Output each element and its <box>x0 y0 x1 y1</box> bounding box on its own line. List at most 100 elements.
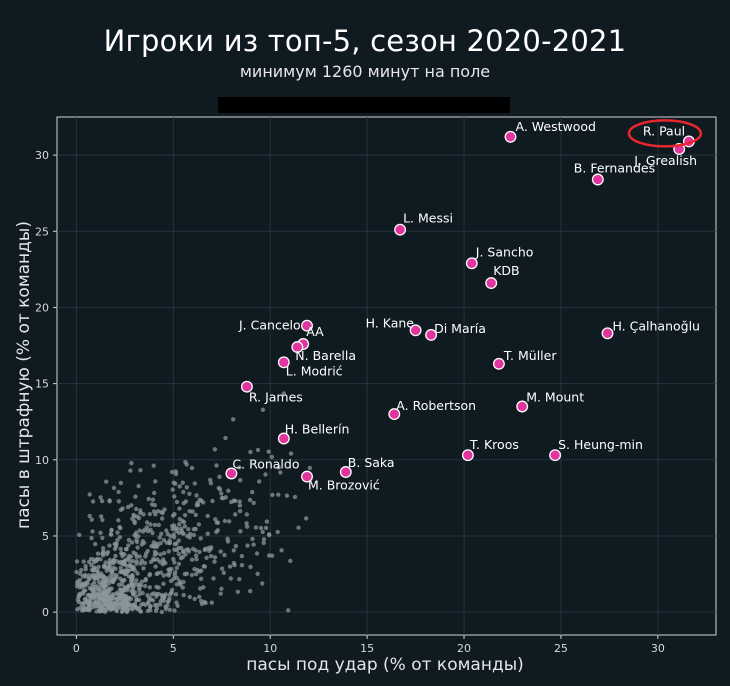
background-point <box>91 594 97 599</box>
background-point <box>248 564 253 570</box>
background-point <box>156 522 161 528</box>
background-point <box>266 553 272 558</box>
background-point <box>127 558 132 563</box>
background-point <box>173 469 178 474</box>
background-point <box>140 539 145 544</box>
background-point <box>165 572 170 577</box>
background-point <box>248 588 253 594</box>
y-tick-label: 25 <box>35 225 49 238</box>
background-point <box>123 585 129 591</box>
background-point <box>225 539 231 544</box>
background-point <box>158 552 163 557</box>
background-point <box>130 586 135 591</box>
background-point <box>124 546 129 552</box>
background-point <box>172 494 177 499</box>
background-point <box>269 454 274 460</box>
background-point <box>276 465 281 470</box>
highlight-circle <box>627 119 703 148</box>
background-point <box>129 503 134 508</box>
background-point <box>116 499 122 504</box>
background-point <box>74 559 80 564</box>
background-point <box>94 584 99 589</box>
background-point <box>153 564 158 569</box>
background-point <box>121 602 126 607</box>
background-point <box>208 553 214 559</box>
x-tick-label: 20 <box>457 642 471 655</box>
background-point <box>92 575 97 580</box>
background-point <box>114 596 120 601</box>
background-point <box>134 539 140 545</box>
background-point <box>251 500 256 506</box>
background-point <box>136 483 141 489</box>
background-point <box>189 572 195 578</box>
background-point <box>113 566 118 571</box>
background-point <box>117 535 123 540</box>
background-point <box>82 607 88 612</box>
background-point <box>166 549 171 554</box>
background-point <box>119 550 124 556</box>
background-point <box>198 536 203 541</box>
background-point <box>165 599 171 604</box>
highlighted-point <box>516 400 529 413</box>
background-point <box>279 548 284 553</box>
background-point <box>172 608 177 613</box>
background-point <box>263 525 269 531</box>
background-point <box>250 489 255 495</box>
background-point <box>266 449 271 454</box>
background-point <box>129 540 135 545</box>
background-point <box>231 548 236 553</box>
background-point <box>237 465 242 470</box>
point-label: H. Çalhanoğlu <box>613 318 700 333</box>
background-point <box>237 503 243 508</box>
background-point <box>209 545 214 550</box>
background-point <box>91 589 96 595</box>
background-point <box>83 574 89 579</box>
point-label: M. Brozović <box>308 478 380 493</box>
point-label: T. Müller <box>503 348 557 363</box>
plot-frame <box>56 116 717 636</box>
background-point <box>95 569 100 575</box>
background-point <box>194 557 199 562</box>
background-point <box>117 524 122 530</box>
background-point <box>235 589 241 594</box>
background-point <box>134 606 140 611</box>
background-point <box>181 592 186 598</box>
background-point <box>116 602 122 607</box>
background-point <box>78 571 83 576</box>
background-point <box>155 571 160 576</box>
background-point <box>90 499 96 504</box>
point-label: Di María <box>434 321 486 336</box>
background-point <box>100 535 105 541</box>
background-point <box>260 407 266 412</box>
background-point <box>126 574 132 579</box>
background-point <box>233 543 239 549</box>
highlighted-point <box>388 408 401 421</box>
background-point <box>173 481 178 486</box>
background-point <box>103 596 108 601</box>
background-point <box>159 596 165 601</box>
background-point <box>148 607 153 613</box>
background-point <box>92 580 97 585</box>
highlighted-points <box>225 130 695 483</box>
background-point <box>258 525 264 531</box>
x-tick-label: 25 <box>554 642 568 655</box>
background-point <box>145 529 151 534</box>
background-point <box>192 481 197 486</box>
background-point <box>139 579 145 584</box>
background-point <box>109 528 114 533</box>
background-point <box>87 585 92 591</box>
background-point <box>120 506 125 511</box>
background-point <box>89 567 95 573</box>
background-point <box>238 529 243 534</box>
background-point <box>75 607 80 612</box>
background-point <box>142 583 148 589</box>
background-point <box>194 493 199 498</box>
background-point <box>143 602 148 608</box>
highlighted-point <box>394 223 407 236</box>
background-point <box>212 555 218 560</box>
grid-lines <box>57 117 716 635</box>
background-point <box>116 605 121 611</box>
highlighted-point <box>601 327 614 340</box>
background-point <box>201 585 206 590</box>
